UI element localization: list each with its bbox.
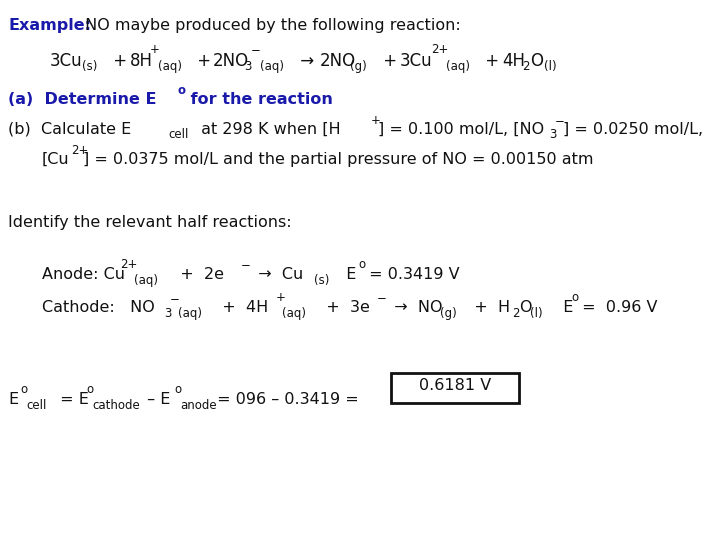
Text: 2: 2 <box>522 60 529 73</box>
Text: 2+: 2+ <box>431 43 449 56</box>
Text: (s): (s) <box>314 274 329 287</box>
Text: NO maybe produced by the following reaction:: NO maybe produced by the following react… <box>80 18 461 33</box>
Text: 3: 3 <box>244 60 251 73</box>
Text: (l): (l) <box>544 60 557 73</box>
Text: +  2e: + 2e <box>170 267 224 282</box>
Text: E: E <box>553 300 573 315</box>
Text: →: → <box>295 52 320 70</box>
Text: anode: anode <box>180 399 217 412</box>
Text: O: O <box>519 300 531 315</box>
Text: +  H: + H <box>464 300 510 315</box>
Text: Example:: Example: <box>8 18 91 33</box>
Text: +: + <box>150 43 160 56</box>
Text: 0.6181 V: 0.6181 V <box>419 379 491 394</box>
Text: o: o <box>178 84 186 97</box>
Text: 3Cu: 3Cu <box>400 52 433 70</box>
Text: 3: 3 <box>164 307 171 320</box>
Text: →  NO: → NO <box>384 300 443 315</box>
Text: 2NO: 2NO <box>320 52 356 70</box>
Text: +  3e: + 3e <box>316 300 370 315</box>
Text: (a)  Determine E: (a) Determine E <box>8 92 156 107</box>
Text: =  0.96 V: = 0.96 V <box>577 300 657 315</box>
Text: (aq): (aq) <box>446 60 470 73</box>
Text: (g): (g) <box>440 307 456 320</box>
Text: 8H: 8H <box>130 52 153 70</box>
Text: +: + <box>480 52 505 70</box>
Text: +: + <box>192 52 217 70</box>
Text: (aq): (aq) <box>282 307 306 320</box>
Text: Cathode:   NO: Cathode: NO <box>42 300 155 315</box>
Text: +  4H: + 4H <box>212 300 269 315</box>
Text: 2NO: 2NO <box>213 52 249 70</box>
Text: o: o <box>571 291 578 304</box>
Text: 3: 3 <box>549 128 557 141</box>
Text: (aq): (aq) <box>134 274 158 287</box>
Text: Identify the relevant half reactions:: Identify the relevant half reactions: <box>8 215 292 230</box>
Text: = 096 – 0.3419 =: = 096 – 0.3419 = <box>212 392 364 407</box>
Text: −: − <box>241 259 251 272</box>
Text: Anode: Cu: Anode: Cu <box>42 267 125 282</box>
Text: cell: cell <box>168 128 189 141</box>
Text: for the reaction: for the reaction <box>185 92 333 107</box>
Text: (l): (l) <box>530 307 543 320</box>
Text: −: − <box>377 292 387 305</box>
Text: −: − <box>555 115 565 128</box>
Text: →  Cu: → Cu <box>248 267 303 282</box>
Text: +: + <box>378 52 402 70</box>
Text: (aq): (aq) <box>178 307 202 320</box>
Text: 2+: 2+ <box>71 144 89 157</box>
Text: o: o <box>20 383 27 396</box>
Text: [Cu: [Cu <box>42 152 70 167</box>
Text: (g): (g) <box>350 60 366 73</box>
Text: cathode: cathode <box>92 399 140 412</box>
Text: (b)  Calculate E: (b) Calculate E <box>8 122 131 137</box>
Text: – E: – E <box>142 392 171 407</box>
Text: at 298 K when [H: at 298 K when [H <box>196 122 341 137</box>
Text: −: − <box>251 44 261 57</box>
Text: −: − <box>170 293 180 306</box>
Text: o: o <box>86 383 93 396</box>
Text: O: O <box>530 52 543 70</box>
Text: E: E <box>8 392 18 407</box>
Text: +: + <box>108 52 132 70</box>
Text: ] = 0.0375 mol/L and the partial pressure of NO = 0.00150 atm: ] = 0.0375 mol/L and the partial pressur… <box>83 152 593 167</box>
Text: o: o <box>174 383 181 396</box>
Text: cell: cell <box>26 399 46 412</box>
Text: ] = 0.0250 mol/L,: ] = 0.0250 mol/L, <box>563 122 703 137</box>
Text: (aq): (aq) <box>158 60 182 73</box>
Text: 2+: 2+ <box>120 258 138 271</box>
Text: 3Cu: 3Cu <box>50 52 83 70</box>
Text: E: E <box>336 267 356 282</box>
Text: = E: = E <box>55 392 89 407</box>
Text: 4H: 4H <box>502 52 525 70</box>
Text: +: + <box>276 291 286 304</box>
Text: +: + <box>371 114 381 127</box>
Text: = 0.3419 V: = 0.3419 V <box>364 267 459 282</box>
FancyBboxPatch shape <box>391 373 519 403</box>
Text: 2: 2 <box>512 307 520 320</box>
Text: (s): (s) <box>82 60 97 73</box>
Text: ] = 0.100 mol/L, [NO: ] = 0.100 mol/L, [NO <box>378 122 544 137</box>
Text: o: o <box>358 258 365 271</box>
Text: (aq): (aq) <box>260 60 284 73</box>
